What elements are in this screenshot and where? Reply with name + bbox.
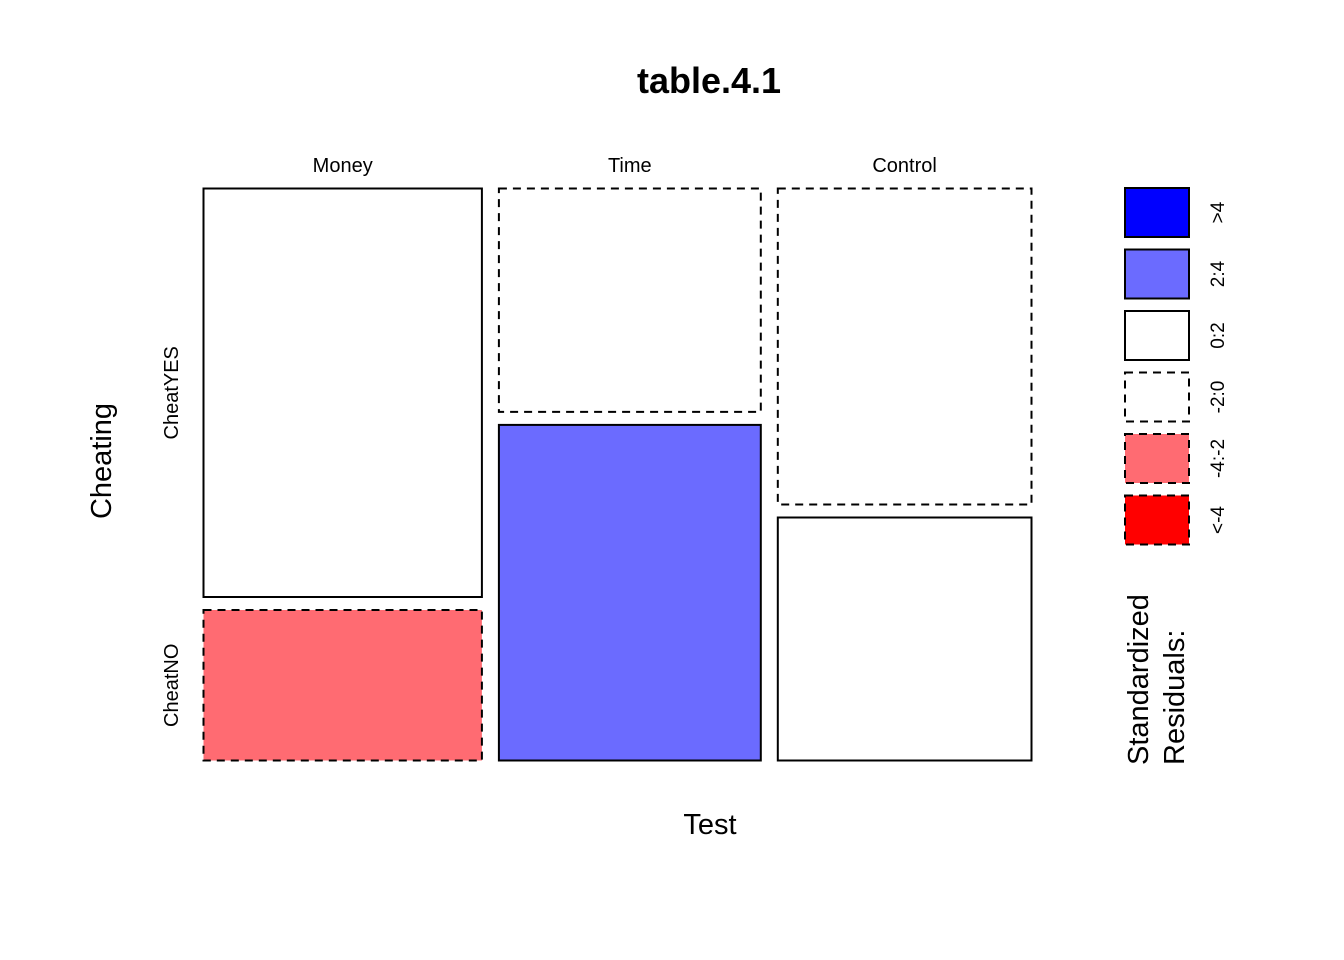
column-label-money: Money — [313, 155, 373, 177]
legend: >4 2:4 0:2 -2:0 -4:-2 <-4 Standardized Residual… — [1123, 187, 1229, 765]
row-label-cheatno: CheatNO — [161, 644, 183, 727]
chart-title: table.4.1 — [637, 60, 781, 101]
legend-swatch-3 — [1124, 310, 1190, 361]
legend-title-line-2: Residuals: — [1159, 630, 1191, 765]
tile-time-cheatyes — [497, 187, 762, 413]
legend-label-6: <-4 — [1208, 506, 1229, 534]
legend-title-line-1: Standardized — [1123, 594, 1155, 765]
legend-label-3: 0:2 — [1208, 322, 1229, 348]
row-labels: CheatYES CheatNO — [161, 346, 183, 727]
legend-label-1: >4 — [1208, 201, 1229, 223]
x-axis-title: Test — [683, 809, 736, 841]
legend-swatch-1 — [1124, 187, 1190, 238]
legend-swatch-6 — [1124, 494, 1190, 546]
tile-money-cheatno — [202, 609, 483, 762]
legend-label-5: -4:-2 — [1208, 439, 1229, 478]
mosaic-tiles — [202, 187, 1033, 762]
legend-label-2: 2:4 — [1208, 260, 1229, 287]
y-axis-title: Cheating — [86, 403, 118, 519]
tile-money-cheatyes — [202, 187, 483, 598]
legend-swatch-4 — [1124, 371, 1190, 423]
column-label-time: Time — [608, 155, 652, 177]
legend-label-4: -2:0 — [1208, 381, 1229, 414]
legend-swatch-5 — [1124, 433, 1190, 484]
legend-swatch-2 — [1124, 248, 1190, 300]
row-label-cheatyes: CheatYES — [161, 346, 183, 439]
tile-control-cheatno — [776, 516, 1033, 762]
column-label-control: Control — [872, 155, 936, 177]
tile-control-cheatyes — [776, 187, 1033, 506]
column-labels: Money Time Control — [313, 155, 937, 177]
tile-time-cheatno — [497, 423, 762, 762]
